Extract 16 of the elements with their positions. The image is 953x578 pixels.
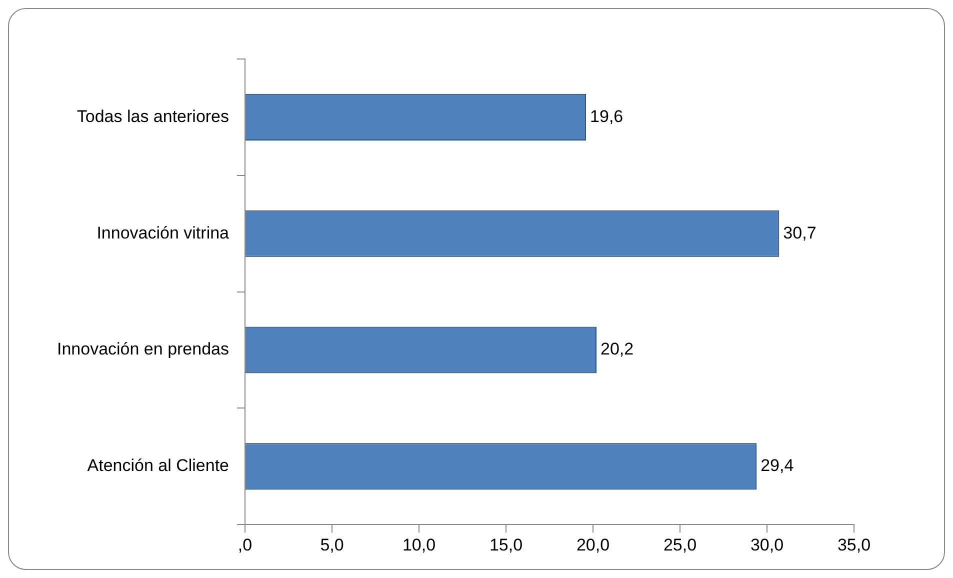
y-tick-label: Innovación vitrina — [96, 223, 230, 242]
y-tick-label: Atención al Cliente — [87, 456, 230, 476]
x-tick-label: 5,0 — [320, 535, 344, 554]
x-tick-label: 30,0 — [750, 535, 784, 554]
x-tick-label: ,0 — [238, 535, 252, 554]
y-tick-label: Todas las anteriores — [76, 106, 230, 126]
x-tick-label: 20,0 — [576, 535, 610, 554]
data-label: 29,4 — [760, 456, 794, 476]
data-label: 30,7 — [783, 223, 816, 242]
x-tick-label: 25,0 — [663, 535, 697, 554]
data-label: 19,6 — [590, 106, 624, 126]
x-tick-label: 10,0 — [402, 535, 436, 554]
x-tick-label: 35,0 — [837, 535, 871, 554]
y-tick-label: Innovación en prendas — [56, 340, 230, 359]
data-label: 20,2 — [600, 340, 634, 359]
x-tick-label: 15,0 — [489, 535, 523, 554]
